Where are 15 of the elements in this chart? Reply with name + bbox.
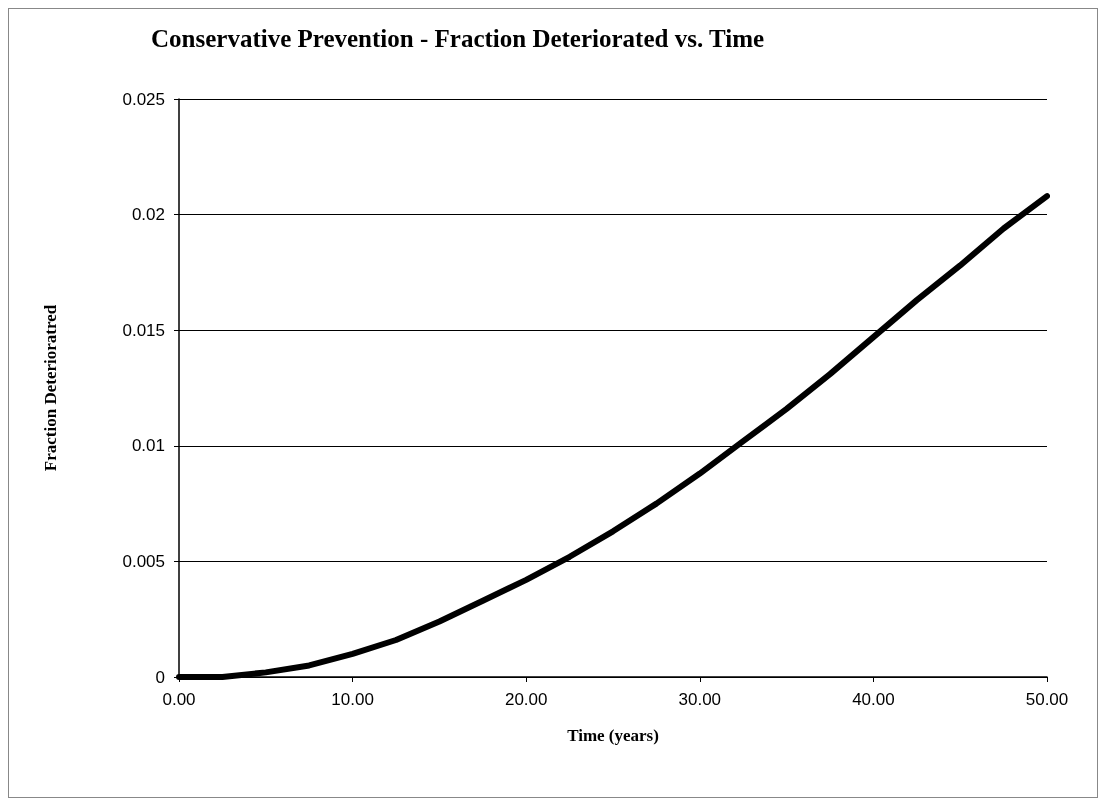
x-axis-title: Time (years) xyxy=(567,726,659,745)
x-tick-label: 20.00 xyxy=(504,690,548,709)
y-tick-label: 0.02 xyxy=(131,205,165,225)
chart-title: Conservative Prevention - Fraction Deteriorated vs. Time xyxy=(151,25,765,52)
x-tick-label: 30.00 xyxy=(678,690,722,709)
y-tick-label: 0.005 xyxy=(122,551,165,571)
y-tick-label: 0 xyxy=(155,667,165,687)
y-tick-label: 0.01 xyxy=(131,436,165,456)
y-tick-label: 0.025 xyxy=(122,89,165,109)
y-tick-label: 0.015 xyxy=(122,320,165,340)
x-tick-label: 40.00 xyxy=(852,690,895,709)
y-axis-title: Fraction Deterioratred xyxy=(41,304,60,472)
x-tick-label: 10.00 xyxy=(331,690,374,709)
x-tick-label: 50.00 xyxy=(1025,690,1069,709)
x-tick-label: 0.00 xyxy=(162,690,196,709)
